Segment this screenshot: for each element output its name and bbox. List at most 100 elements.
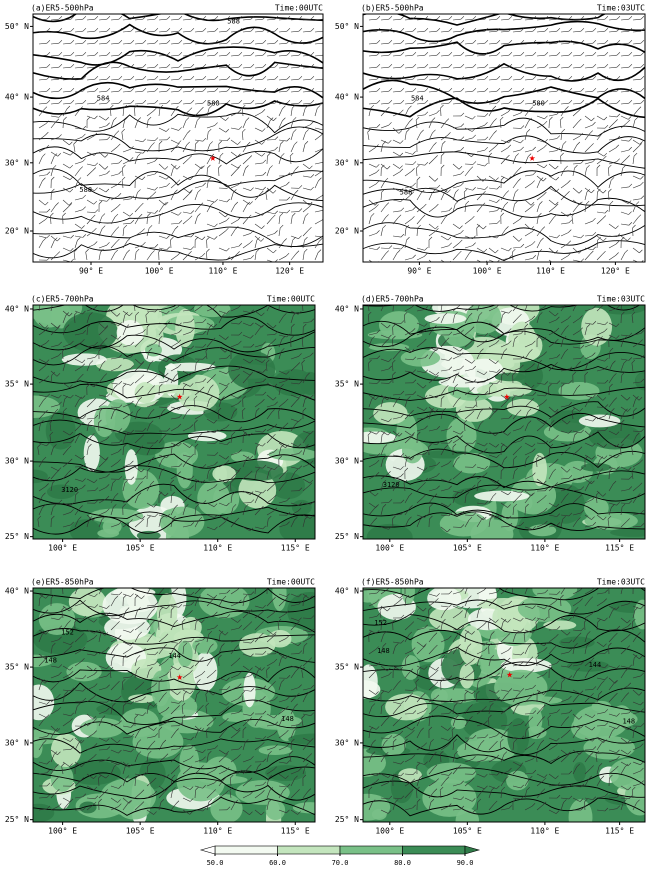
wind-barb-feather [145, 311, 150, 316]
wind-barb-feather [46, 476, 51, 481]
wind-barb-feather [588, 396, 593, 401]
wind-barb [254, 744, 262, 751]
wind-barb-feather [483, 516, 487, 521]
wind-barb-feather [578, 250, 583, 254]
wind-barb-feather [483, 371, 488, 375]
wind-barb-feather [200, 656, 204, 661]
wind-barb [290, 253, 297, 261]
wind-barb-feather [508, 39, 513, 44]
wind-barb-feather [424, 369, 429, 373]
wind-barb-feather [163, 692, 167, 696]
wind-barb [74, 780, 82, 787]
wind-barb [278, 18, 287, 21]
wind-barb [206, 125, 215, 129]
wind-barb-feather [91, 433, 95, 437]
wind-barb-feather [565, 493, 569, 497]
wind-barb-feather [478, 312, 483, 316]
wind-barb-feather [562, 336, 567, 340]
wind-barb-feather [68, 202, 73, 206]
wind-barb [608, 334, 617, 339]
wind-barb [230, 640, 239, 643]
wind-barb-feather [436, 316, 440, 321]
wind-barb [548, 54, 557, 57]
wind-barb [416, 497, 424, 504]
wind-barb-feather [146, 467, 151, 472]
wind-barb [266, 247, 274, 254]
wind-barb-feather [430, 407, 434, 412]
wind-barb-feather [460, 75, 465, 80]
wind-barb-feather [445, 385, 449, 389]
wind-barb-feather [250, 99, 255, 104]
wind-barb-feather [178, 322, 182, 327]
wind-barb-feather [189, 176, 194, 181]
wind-barb [512, 428, 521, 432]
wind-barb [146, 780, 154, 787]
wind-barb [548, 175, 556, 181]
wind-barb [134, 730, 140, 739]
wind-barb [548, 319, 557, 324]
wind-barb-feather [112, 702, 116, 707]
wind-barb [98, 163, 106, 170]
wind-barb-feather [399, 152, 404, 157]
wind-barb [290, 365, 298, 372]
wind-barb [74, 54, 83, 57]
wind-barb-feather [262, 369, 267, 373]
wind-barb [254, 174, 263, 177]
wind-barb [584, 115, 592, 122]
wind-barb-feather [442, 300, 445, 303]
wind-barb-feather [577, 202, 582, 206]
wind-barb [158, 490, 166, 497]
wind-barb-feather [75, 491, 79, 496]
wind-barb-feather [639, 249, 643, 254]
wind-barb [182, 604, 191, 607]
wind-barb-feather [46, 782, 51, 787]
wind-barb [548, 163, 556, 170]
wind-barb-feather [130, 195, 135, 200]
wind-barb-feather [237, 467, 242, 472]
wind-barb-feather [152, 777, 157, 782]
wind-barb-feather [580, 355, 585, 359]
wind-barb [146, 663, 155, 667]
wind-barb-feather [285, 252, 290, 257]
wind-barb [392, 171, 401, 177]
wind-barb [134, 437, 142, 444]
wind-barb [620, 394, 628, 401]
wind-barb-feather [202, 355, 207, 360]
wind-barb [266, 600, 273, 607]
wind-barb-feather [106, 746, 111, 750]
wind-barb [62, 343, 71, 348]
wind-barb [392, 151, 401, 157]
wind-barb [74, 333, 83, 336]
wind-barb [62, 163, 70, 169]
wind-barb [632, 462, 640, 468]
wind-barb [632, 410, 634, 420]
wind-barb [86, 230, 94, 237]
wind-barb [110, 495, 116, 504]
wind-barb [608, 502, 617, 506]
wind-barb-feather [257, 763, 262, 767]
wind-barb [559, 120, 562, 129]
wind-barb-feather [580, 99, 585, 104]
wind-barb [368, 490, 376, 497]
wind-barb [182, 809, 190, 815]
wind-barb [218, 66, 227, 69]
wind-barb-feather [261, 609, 265, 614]
wind-barb [404, 358, 413, 361]
wind-barb [584, 343, 593, 348]
wind-barb-feather [242, 395, 246, 400]
wind-barb [464, 30, 473, 33]
wind-barb-feather [129, 495, 134, 500]
wind-barb-feather [628, 137, 633, 142]
wind-barb [512, 156, 516, 165]
wind-barb [98, 173, 107, 177]
wind-barb [476, 30, 485, 33]
wind-barb-feather [603, 116, 608, 121]
wind-barb-feather [273, 610, 277, 614]
wind-barb-feather [190, 665, 194, 669]
wind-barb-feather [106, 508, 110, 512]
wind-barb [158, 742, 164, 751]
wind-barb-feather [202, 378, 207, 382]
wind-barb-feather [140, 801, 145, 805]
wind-barb-feather [201, 236, 206, 240]
wind-barb [110, 78, 119, 81]
